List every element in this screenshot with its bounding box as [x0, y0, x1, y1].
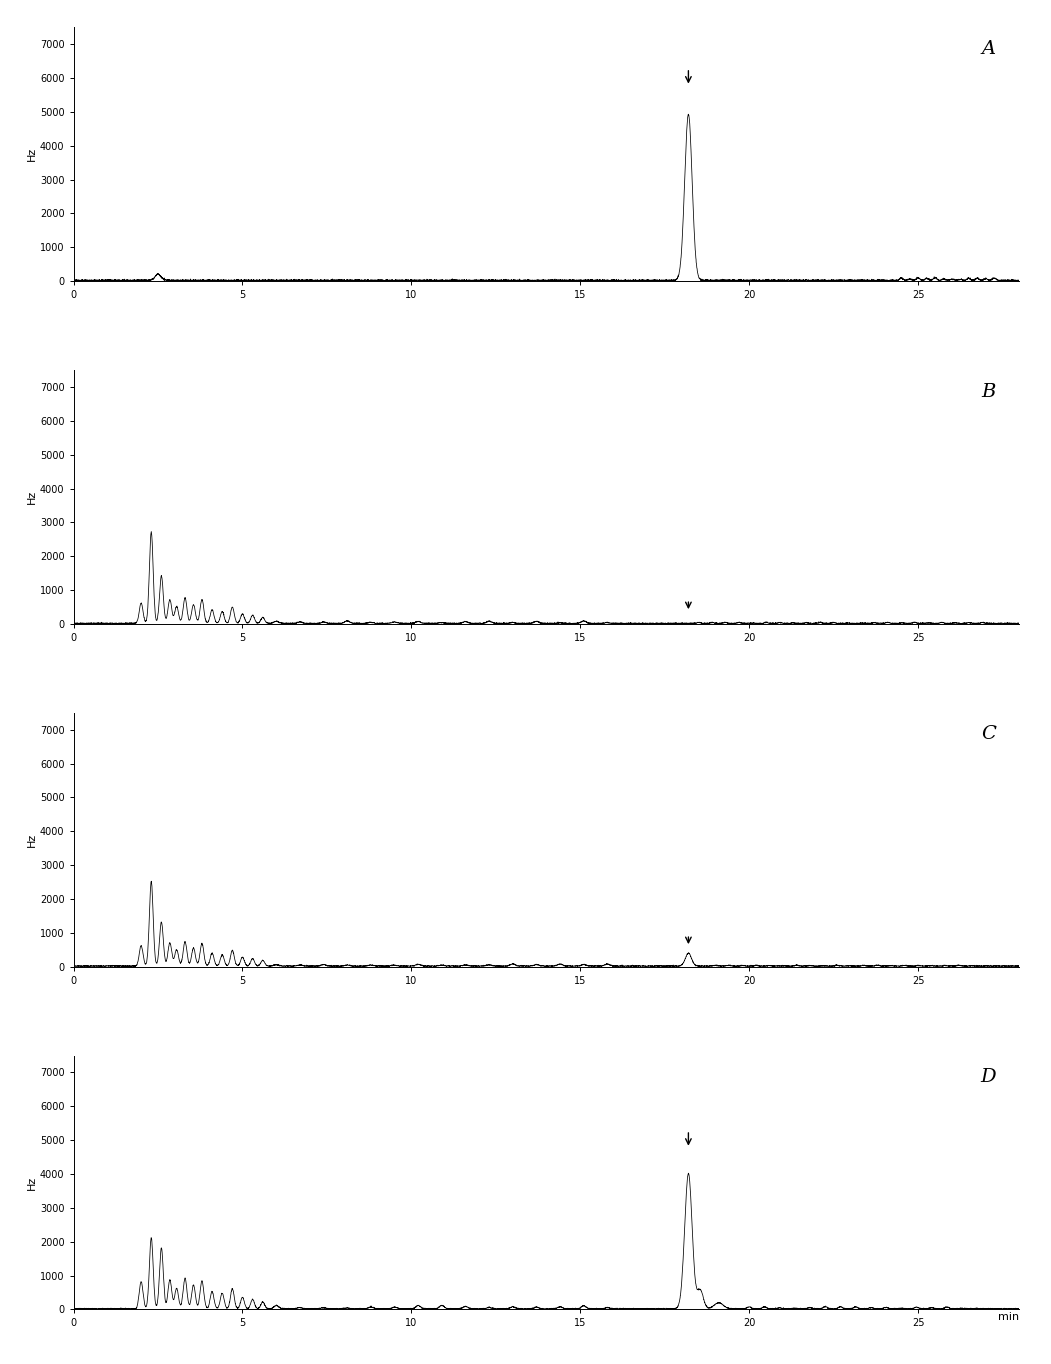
Text: B: B [982, 383, 996, 401]
Y-axis label: Hz: Hz [27, 147, 37, 161]
Text: C: C [981, 726, 996, 743]
Text: A: A [982, 40, 996, 59]
Text: min: min [998, 1312, 1019, 1322]
Y-axis label: Hz: Hz [27, 832, 37, 847]
Text: D: D [981, 1068, 996, 1086]
Y-axis label: Hz: Hz [27, 1176, 37, 1189]
Y-axis label: Hz: Hz [27, 490, 37, 505]
